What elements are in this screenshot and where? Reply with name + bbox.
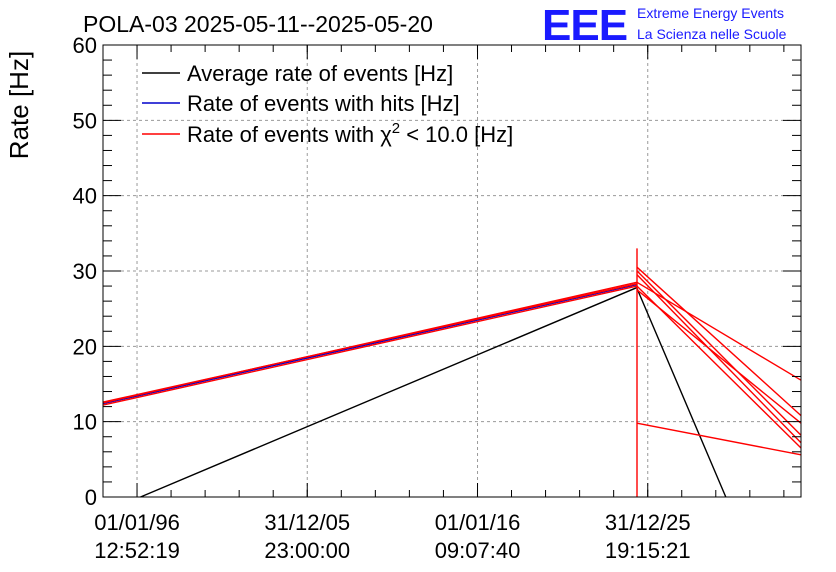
x-tick-label-time: 12:52:19 xyxy=(94,538,180,563)
grid xyxy=(103,45,801,497)
y-tick-label: 50 xyxy=(73,108,97,133)
x-tick-label-date: 31/12/05 xyxy=(264,510,350,535)
chi2-rate-line-segment xyxy=(636,270,802,436)
y-tick-label: 40 xyxy=(73,184,97,209)
x-tick-label-date: 01/01/16 xyxy=(435,510,521,535)
chart-title: POLA-03 2025-05-11--2025-05-20 xyxy=(83,11,433,37)
y-tick-label: 60 xyxy=(73,33,97,58)
x-tick-label-time: 09:07:40 xyxy=(435,538,521,563)
series-layer xyxy=(102,248,802,498)
chi2-rate-line-segment xyxy=(636,289,802,424)
x-tick-label-time: 23:00:00 xyxy=(264,538,350,563)
legend-label-hits: Rate of events with hits [Hz] xyxy=(187,91,460,116)
average-rate-line xyxy=(140,286,727,498)
legend-label-average: Average rate of events [Hz] xyxy=(187,61,453,86)
hits-rate-line xyxy=(102,283,637,405)
y-tick-label: 30 xyxy=(73,259,97,284)
axes: 0 10 20 30 40 50 60 01/01/96 12:52:19 31/12/05 23:… xyxy=(73,33,801,563)
y-tick-label: 10 xyxy=(73,410,97,435)
eee-logo: EEE xyxy=(542,1,627,50)
chi2-rate-line-segment xyxy=(102,285,637,406)
chi2-rate-line-segment xyxy=(636,266,802,417)
chi2-rate-line-segment xyxy=(636,281,802,381)
y-axis-label: Rate [Hz] xyxy=(4,51,34,159)
chi2-rate-line-segment xyxy=(636,274,802,444)
x-tick-label-time: 19:15:21 xyxy=(605,538,691,563)
logo-line-2: La Scienza nelle Scuole xyxy=(637,26,787,42)
chi2-rate-line-segment xyxy=(102,283,637,403)
y-tick-label: 0 xyxy=(85,485,97,510)
chi2-rate-line-segment xyxy=(636,285,802,449)
x-tick-label-date: 01/01/96 xyxy=(94,510,180,535)
legend-label-chi2: Rate of events with χ2 < 10.0 [Hz] xyxy=(187,120,513,147)
y-tick-label: 20 xyxy=(73,334,97,359)
legend: Average rate of events [Hz] Rate of even… xyxy=(142,61,513,147)
x-tick-label-date: 31/12/25 xyxy=(605,510,691,535)
logo-line-1: Extreme Energy Events xyxy=(637,5,784,21)
chi2-rate-line-segment xyxy=(636,422,802,456)
